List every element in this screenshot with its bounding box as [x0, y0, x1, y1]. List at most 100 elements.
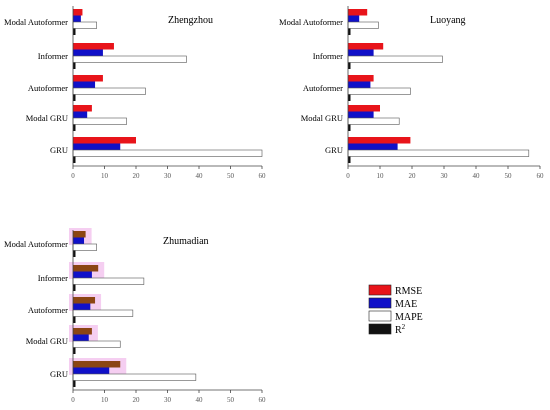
bar-mae — [73, 334, 89, 341]
bar-mape — [72, 117, 127, 125]
x-tick-label: 30 — [164, 396, 172, 404]
bar-r2 — [348, 156, 351, 163]
category-label: GRU — [50, 369, 68, 379]
x-tick-label: 30 — [164, 172, 172, 180]
bar-r2 — [73, 124, 76, 131]
x-tick-label: 0 — [346, 172, 350, 180]
bar-mae — [73, 81, 96, 88]
bar-mape — [347, 55, 443, 63]
legend-label-mape: MAPE — [395, 312, 423, 323]
legend-label-r2-sup: 2 — [402, 323, 406, 331]
legend-swatch-rmse — [368, 284, 392, 296]
bar-r2 — [73, 250, 76, 257]
x-tick-label: 60 — [259, 172, 267, 180]
bar-mape — [347, 149, 530, 157]
bar-r2 — [73, 156, 76, 163]
bar-mae — [348, 143, 398, 150]
category-label: Autoformer — [28, 83, 68, 93]
bar-mape — [72, 149, 263, 157]
bar-r2 — [73, 94, 76, 101]
legend-swatch-mape — [368, 310, 392, 322]
chart-title: Luoyang — [430, 15, 466, 26]
bar-mae — [73, 303, 91, 310]
x-tick-label: 50 — [505, 172, 513, 180]
category-label: GRU — [325, 145, 343, 155]
x-tick-label: 50 — [227, 172, 235, 180]
bar-rmse — [73, 328, 92, 335]
x-tick-label: 50 — [227, 396, 235, 404]
x-tick-label: 10 — [377, 172, 385, 180]
bar-mape — [72, 21, 97, 29]
category-label: Autoformer — [28, 305, 68, 315]
category-label: Autoformer — [303, 83, 343, 93]
bar-rmse — [73, 137, 136, 144]
bar-r2 — [348, 28, 351, 35]
bar-mae — [73, 237, 85, 244]
bar-r2 — [73, 62, 76, 69]
category-label: Modal Autoformer — [279, 17, 343, 27]
bar-rmse — [348, 105, 380, 112]
bar-rmse — [73, 75, 103, 82]
x-tick-label: 20 — [409, 172, 417, 180]
bar-r2 — [73, 28, 76, 35]
x-tick-label: 0 — [71, 172, 75, 180]
bar-r2 — [73, 316, 76, 323]
bar-mape — [72, 243, 97, 251]
bar-mae — [73, 15, 81, 22]
bar-rmse — [73, 9, 83, 16]
chart-panel-1: Zhengzhou GRU Modal GRU Autoformer Informer M… — [4, 6, 266, 180]
bar-rmse — [73, 231, 86, 238]
bar-mae — [73, 367, 110, 374]
bar-rmse — [73, 43, 114, 50]
bar-mae — [348, 111, 374, 118]
bar-rmse — [73, 105, 92, 112]
bar-mape — [72, 309, 134, 317]
bar-rmse — [73, 361, 121, 368]
bar-mape — [72, 373, 197, 381]
bar-mae — [73, 271, 92, 278]
category-label: Modal GRU — [26, 113, 68, 123]
legend-label-r2: R2 — [395, 323, 406, 336]
chart-title: Zhengzhou — [168, 15, 213, 26]
category-label: Modal GRU — [26, 336, 68, 346]
legend-label-mae: MAE — [395, 299, 417, 310]
bar-r2 — [348, 62, 351, 69]
bar-mae — [73, 111, 88, 118]
bar-mape — [347, 21, 379, 29]
bar-mape — [72, 340, 121, 348]
bar-rmse — [348, 43, 384, 50]
legend-swatch-r2 — [368, 323, 392, 335]
bar-rmse — [348, 137, 411, 144]
legend-label-rmse: RMSE — [395, 286, 422, 297]
bar-r2 — [348, 94, 351, 101]
x-tick-label: 0 — [71, 396, 75, 404]
bar-mae — [348, 15, 360, 22]
category-label: Modal GRU — [301, 113, 343, 123]
category-label: GRU — [50, 145, 68, 155]
x-tick-label: 10 — [101, 396, 109, 404]
x-tick-label: 20 — [133, 172, 141, 180]
x-tick-label: 40 — [196, 172, 204, 180]
chart-panel-3: Zhumadian GRU Modal GRU Autoformer Informer M… — [4, 228, 266, 404]
bar-r2 — [73, 347, 76, 354]
category-label: Modal Autoformer — [4, 239, 68, 249]
x-tick-label: 40 — [473, 172, 481, 180]
chart-panel-2: Luoyang GRU Modal GRU Autoformer Informer Mod… — [279, 6, 544, 180]
legend-label-r2-base: R — [395, 325, 402, 336]
category-label: Informer — [38, 273, 68, 283]
bar-r2 — [73, 380, 76, 387]
x-tick-label: 60 — [537, 172, 545, 180]
x-tick-label: 30 — [441, 172, 449, 180]
x-tick-label: 40 — [196, 396, 204, 404]
bar-rmse — [73, 297, 96, 304]
category-label: Modal Autoformer — [4, 17, 68, 27]
category-label: Informer — [38, 51, 68, 61]
bar-rmse — [73, 265, 99, 272]
bar-r2 — [348, 124, 351, 131]
x-tick-label: 10 — [101, 172, 109, 180]
bar-mape — [347, 117, 400, 125]
bar-mae — [348, 49, 374, 56]
bar-mape — [72, 87, 146, 95]
chart-title: Zhumadian — [163, 236, 209, 247]
